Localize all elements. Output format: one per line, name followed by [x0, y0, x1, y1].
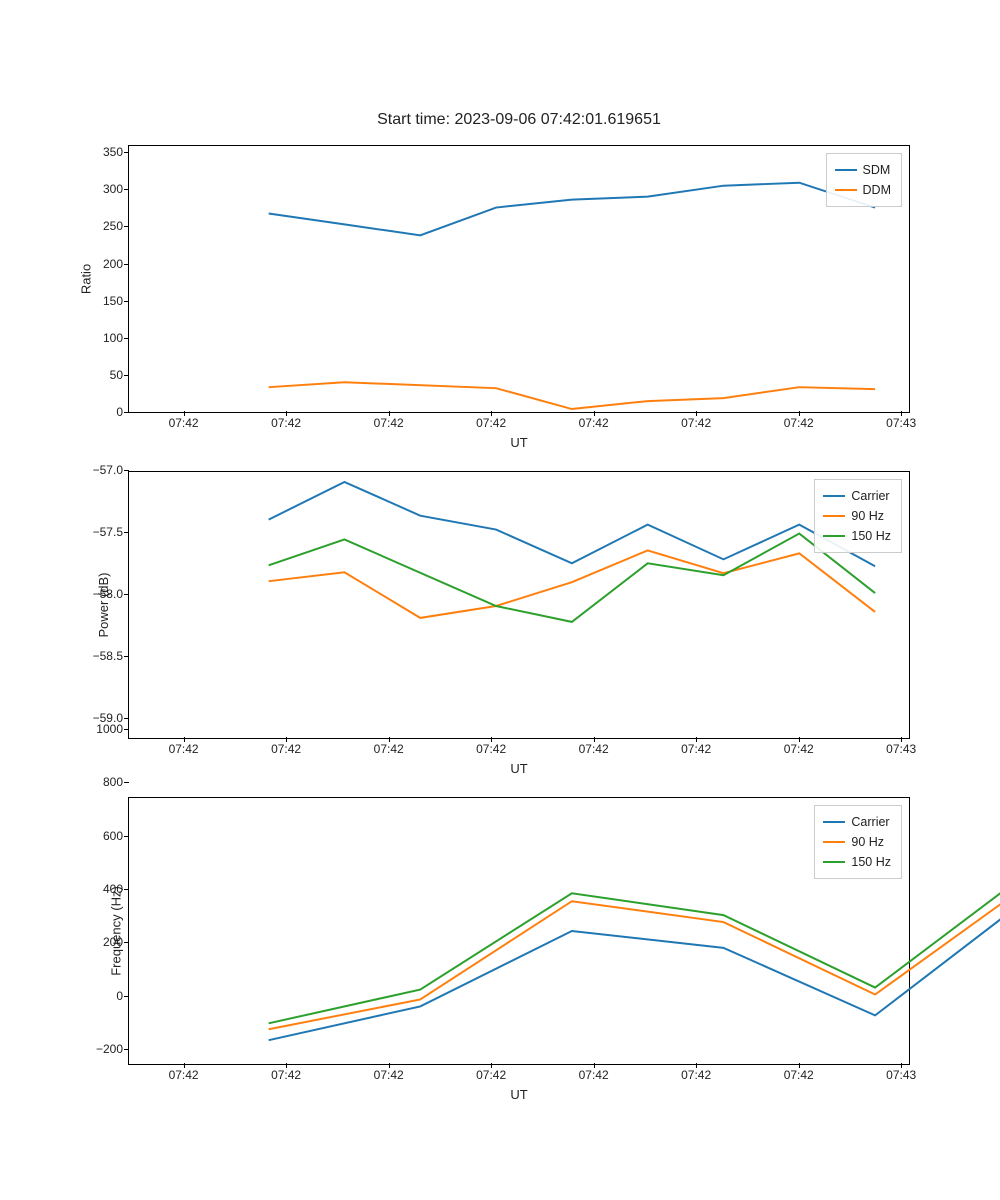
ratio-xlabel: UT [129, 435, 909, 450]
power-ytick-1: −58.5 [93, 649, 123, 663]
power-90hz-line-icon [823, 515, 845, 517]
chart-figure: Start time: 2023-09-06 07:42:01.619651 R… [0, 0, 1000, 1200]
frequency-subplot: Frequency (Hz) UT −200 0 200 400 600 800… [128, 797, 910, 1065]
ratio-ytick-1: 50 [110, 368, 123, 382]
power-axes-box: Power (dB) UT −59.0 −58.5 −58.0 −57.5 −5… [128, 471, 910, 739]
power-xtick-3: 07:42 [476, 742, 506, 756]
power-carrier-line [269, 482, 875, 566]
power-ytick-3: −57.5 [93, 525, 123, 539]
power-xtick-4: 07:42 [579, 742, 609, 756]
ratio-legend-sdm[interactable]: SDM [835, 160, 891, 180]
frequency-plot-svg [129, 798, 909, 1064]
ratio-xtick-6: 07:42 [784, 416, 814, 430]
frequency-ylabel: Frequency (Hz) [108, 886, 123, 976]
freq-carrier-line [269, 860, 1000, 1041]
power-ytick-2: −58.0 [93, 587, 123, 601]
power-legend-carrier[interactable]: Carrier [823, 486, 891, 506]
power-ytick-4: −57.0 [93, 463, 123, 477]
sdm-line-icon [835, 169, 857, 171]
ratio-xtick-7: 07:43 [886, 416, 916, 430]
freq-ytick-6: 1000 [96, 722, 123, 736]
ratio-ytick-2: 100 [103, 331, 123, 345]
freq-90hz-line-icon [823, 841, 845, 843]
freq-carrier-line-icon [823, 821, 845, 823]
ratio-ytick-6: 300 [103, 182, 123, 196]
power-xtick-0: 07:42 [169, 742, 199, 756]
frequency-axes-box: Frequency (Hz) UT −200 0 200 400 600 800… [128, 797, 910, 1065]
power-ylabel: Power (dB) [96, 572, 111, 637]
power-subplot: Power (dB) UT −59.0 −58.5 −58.0 −57.5 −5… [128, 471, 910, 739]
freq-xtick-2: 07:42 [374, 1068, 404, 1082]
ratio-subplot: Start time: 2023-09-06 07:42:01.619651 R… [128, 145, 910, 413]
freq-xtick-6: 07:42 [784, 1068, 814, 1082]
power-90hz-line [269, 550, 875, 617]
power-legend[interactable]: Carrier 90 Hz 150 Hz [814, 479, 902, 553]
power-plot-svg [129, 472, 909, 738]
ratio-sdm-line [269, 183, 875, 236]
power-xtick-2: 07:42 [374, 742, 404, 756]
power-legend-150hz[interactable]: 150 Hz [823, 526, 891, 546]
ratio-ddm-line [269, 382, 875, 409]
ratio-plot-svg [129, 146, 909, 412]
chart-title: Start time: 2023-09-06 07:42:01.619651 [128, 111, 910, 129]
ratio-xtick-4: 07:42 [579, 416, 609, 430]
ratio-xtick-3: 07:42 [476, 416, 506, 430]
ratio-legend-ddm[interactable]: DDM [835, 180, 891, 200]
frequency-legend[interactable]: Carrier 90 Hz 150 Hz [814, 805, 902, 879]
ratio-xtick-5: 07:42 [681, 416, 711, 430]
freq-xtick-7: 07:43 [886, 1068, 916, 1082]
freq-ytick-1: 0 [116, 989, 123, 1003]
ratio-ytick-5: 250 [103, 219, 123, 233]
ratio-axes-box: Ratio UT 0 50 100 150 200 250 300 350 07… [128, 145, 910, 413]
power-xtick-7: 07:43 [886, 742, 916, 756]
power-xtick-6: 07:42 [784, 742, 814, 756]
ratio-legend[interactable]: SDM DDM [826, 153, 902, 207]
power-carrier-line-icon [823, 495, 845, 497]
ddm-line-icon [835, 189, 857, 191]
power-legend-90hz[interactable]: 90 Hz [823, 506, 891, 526]
ratio-ytick-0: 0 [116, 405, 123, 419]
power-xtick-1: 07:42 [271, 742, 301, 756]
freq-xtick-5: 07:42 [681, 1068, 711, 1082]
power-xtick-5: 07:42 [681, 742, 711, 756]
ratio-ytick-4: 200 [103, 257, 123, 271]
freq-150hz-line-icon [823, 861, 845, 863]
freq-legend-carrier[interactable]: Carrier [823, 812, 891, 832]
power-150hz-line-icon [823, 535, 845, 537]
power-xlabel: UT [129, 761, 909, 776]
power-150hz-line [269, 534, 875, 622]
freq-ytick-0: −200 [96, 1042, 123, 1056]
freq-xtick-4: 07:42 [579, 1068, 609, 1082]
freq-ytick-5: 800 [103, 775, 123, 789]
ratio-xtick-0: 07:42 [169, 416, 199, 430]
freq-legend-150hz[interactable]: 150 Hz [823, 852, 891, 872]
ratio-ytick-7: 350 [103, 145, 123, 159]
ratio-ylabel: Ratio [79, 264, 94, 294]
freq-ytick-4: 600 [103, 829, 123, 843]
freq-xtick-1: 07:42 [271, 1068, 301, 1082]
freq-ytick-3: 400 [103, 882, 123, 896]
ratio-xtick-2: 07:42 [374, 416, 404, 430]
frequency-xlabel: UT [129, 1087, 909, 1102]
freq-xtick-0: 07:42 [169, 1068, 199, 1082]
freq-ytick-2: 200 [103, 935, 123, 949]
freq-xtick-3: 07:42 [476, 1068, 506, 1082]
freq-legend-90hz[interactable]: 90 Hz [823, 832, 891, 852]
ratio-ytick-3: 150 [103, 294, 123, 308]
ratio-xtick-1: 07:42 [271, 416, 301, 430]
